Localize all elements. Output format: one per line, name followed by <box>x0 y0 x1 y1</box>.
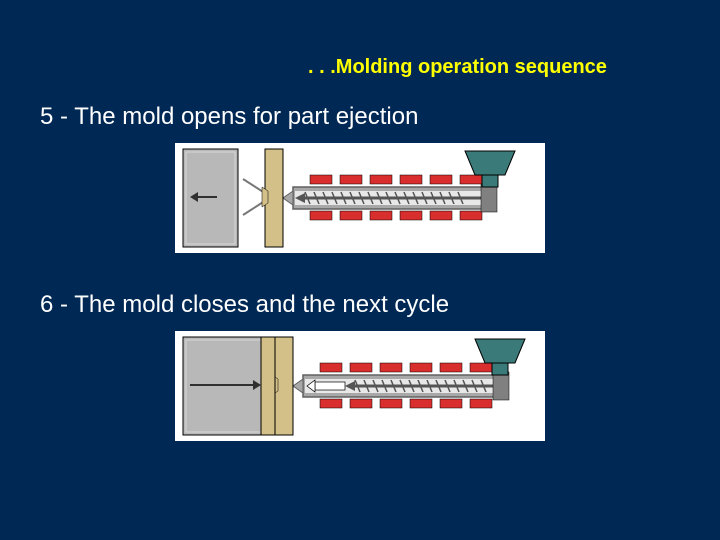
slide-title: . . .Molding operation sequence <box>0 0 720 79</box>
step-6-text: 6 - The mold closes and the next cycle <box>0 267 720 331</box>
diagram-5-container <box>0 143 720 267</box>
step-5-text: 5 - The mold opens for part ejection <box>0 79 720 143</box>
diagram-6-container <box>0 331 720 455</box>
diagram-open-mold <box>175 143 545 253</box>
diagram-closed-mold <box>175 331 545 441</box>
